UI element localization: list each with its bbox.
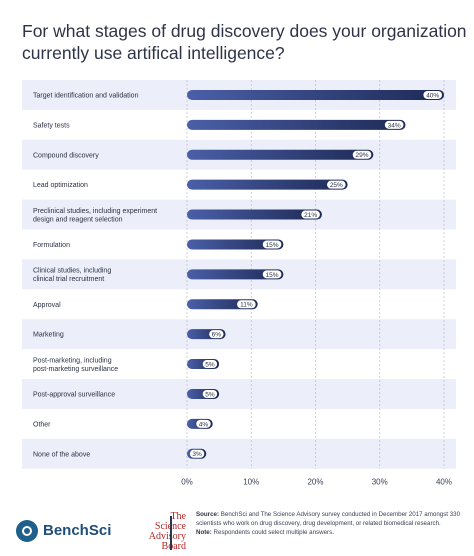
category-label: Formulation xyxy=(33,242,70,249)
bar xyxy=(187,119,406,130)
sab-line-4: Board xyxy=(161,541,186,552)
category-label-line: post-marketing surveillance xyxy=(33,366,118,373)
category-label: Lead optimization xyxy=(33,182,88,189)
value-label-pill xyxy=(237,300,256,309)
row-band xyxy=(22,438,456,469)
value-label: 15% xyxy=(266,242,279,249)
category-label: None of the above xyxy=(33,451,90,458)
bar xyxy=(187,239,284,250)
bar xyxy=(187,209,322,220)
bar xyxy=(187,89,444,100)
chart-title-line-1: For what stages of drug discovery does y… xyxy=(22,21,467,41)
benchsci-wordmark: BenchSci xyxy=(43,522,112,539)
category-label-line: Formulation xyxy=(33,242,70,249)
row-band xyxy=(22,319,456,350)
x-tick-label: 0% xyxy=(181,478,193,487)
category-label: Other xyxy=(33,421,51,428)
sab-line-1: The xyxy=(170,511,186,522)
value-label-pill xyxy=(423,90,442,99)
value-label: 5% xyxy=(205,361,215,368)
value-label-pill xyxy=(262,270,282,279)
benchsci-mark-icon xyxy=(16,520,38,542)
footer: BenchSci The Science Advisory Board Sour… xyxy=(0,504,474,556)
category-label-line: Preclinical studies, including experimen… xyxy=(33,208,157,215)
category-label: Approval xyxy=(33,302,61,309)
x-tick-label: 40% xyxy=(436,478,452,487)
category-label-line: None of the above xyxy=(33,451,90,458)
value-label: 15% xyxy=(266,272,279,279)
note-text: Respondents could select multiple answer… xyxy=(213,529,334,536)
value-label: 4% xyxy=(199,421,209,428)
category-label: Preclinical studies, including experimen… xyxy=(33,208,157,224)
value-label-pill xyxy=(202,360,218,369)
bar xyxy=(187,149,374,160)
category-label-line: design and reagent selection xyxy=(33,216,123,223)
value-label: 11% xyxy=(240,302,253,309)
value-label-pill xyxy=(262,240,282,249)
value-label: 40% xyxy=(426,92,439,99)
value-label: 34% xyxy=(388,122,401,129)
value-label: 29% xyxy=(356,152,369,159)
value-label: 21% xyxy=(304,212,317,219)
note-label: Note: xyxy=(196,529,212,536)
category-label: Compound discovery xyxy=(33,152,99,159)
science-advisory-board-logo: The Science Advisory Board xyxy=(126,512,186,552)
category-label: Safety tests xyxy=(33,122,70,129)
value-label-pill xyxy=(209,330,224,339)
value-label: 25% xyxy=(330,182,343,189)
chart-title-line-2: currently use artifical intelligence? xyxy=(22,43,285,63)
sab-line-3: Advisory xyxy=(148,531,186,542)
category-label: Clinical studies, including clinical tria… xyxy=(33,268,111,284)
category-label: Post-approval surveillance xyxy=(33,391,115,398)
x-tick-label: 30% xyxy=(372,478,388,487)
value-label-pill xyxy=(202,389,218,398)
value-label-pill xyxy=(301,210,320,219)
value-label: 5% xyxy=(205,391,215,398)
sab-divider-icon xyxy=(170,516,172,550)
category-label-line: Safety tests xyxy=(33,122,70,129)
bar xyxy=(187,179,348,190)
bar-chart: 0% 10% 20% 30% 40% Target identification and … xyxy=(22,80,456,487)
category-label: Marketing xyxy=(33,332,64,339)
x-tick-label: 10% xyxy=(243,478,259,487)
value-label-pill xyxy=(384,120,404,129)
category-label-line: Target identification and validation xyxy=(33,92,139,99)
category-label-line: Lead optimization xyxy=(33,182,88,189)
value-label: 3% xyxy=(192,451,202,458)
source-text: BenchSci and The Science Advisory survey… xyxy=(196,511,461,527)
category-label-line: Post-approval surveillance xyxy=(33,391,115,398)
value-label: 6% xyxy=(212,332,222,339)
category-label-line: Post-marketing, including xyxy=(33,357,112,364)
category-label-line: Clinical studies, including xyxy=(33,268,111,275)
category-label-line: Other xyxy=(33,421,51,428)
category-label-line: Approval xyxy=(33,302,61,309)
category-label-line: clinical trial recruitment xyxy=(33,276,104,283)
row-band xyxy=(22,379,456,409)
bar xyxy=(187,269,284,280)
category-label: Post-marketing, including post-marketing … xyxy=(33,357,118,373)
value-label-pill xyxy=(352,150,372,159)
category-label-line: Marketing xyxy=(33,332,64,339)
source-note: Source: BenchSci and The Science Advisor… xyxy=(196,510,466,537)
source-label: Source: xyxy=(196,511,220,518)
value-label-pill xyxy=(327,180,346,189)
chart-title: For what stages of drug discovery does y… xyxy=(22,20,467,64)
category-label-line: Compound discovery xyxy=(33,152,99,159)
value-label-pill xyxy=(196,419,211,428)
benchsci-logo: BenchSci xyxy=(16,520,116,544)
value-label-pill xyxy=(189,449,205,458)
x-tick-label: 20% xyxy=(307,478,323,487)
category-label: Target identification and validation xyxy=(33,92,139,99)
